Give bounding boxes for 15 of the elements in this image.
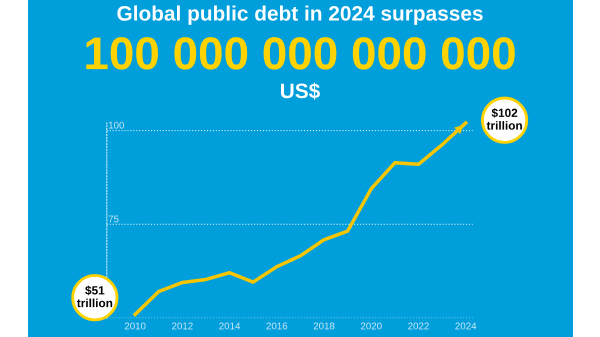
chart-title: Global public debt in 2024 surpasses bbox=[117, 5, 483, 25]
x-tick-label: 2012 bbox=[172, 322, 193, 330]
x-tick-label: 2010 bbox=[124, 322, 146, 330]
annotation: $51 trillion bbox=[76, 286, 112, 308]
x-tick-label: 2018 bbox=[314, 322, 334, 330]
chart-subtitle: 100 000 000 000 000 bbox=[86, 37, 515, 70]
y-tick-label: 75 bbox=[108, 216, 119, 222]
x-tick-label: 2020 bbox=[360, 322, 382, 330]
text: US$ bbox=[280, 82, 320, 100]
x-tick-label: 2014 bbox=[219, 322, 240, 330]
x-tick-label: 2016 bbox=[266, 322, 288, 330]
annotation: $102 trillion bbox=[486, 108, 522, 130]
x-tick-label: 2022 bbox=[408, 322, 429, 330]
y-tick-label: 100 bbox=[108, 122, 124, 129]
x-tick-label: 2024 bbox=[455, 322, 476, 330]
